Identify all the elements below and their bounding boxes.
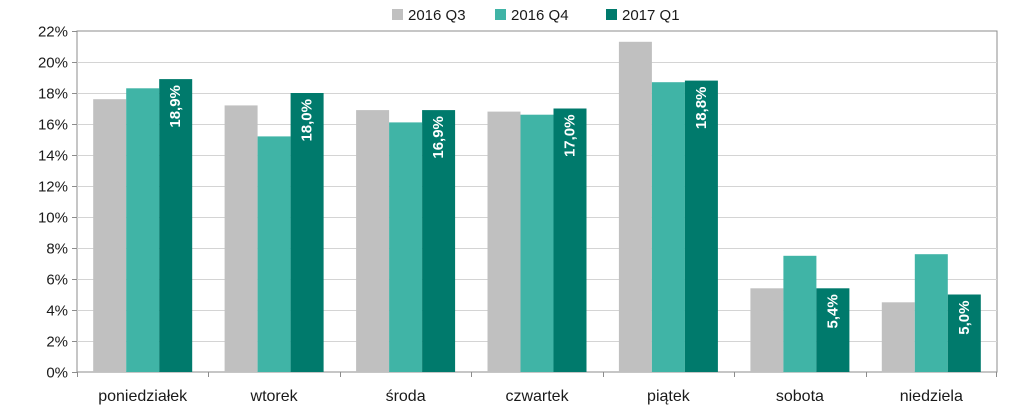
data-labels: 18,9% 18,0% 16,9% 17,0% 18,8% 5,4% 5,0% [167,85,973,335]
legend-swatch [392,9,403,20]
legend-label: 2016 Q3 [408,7,466,24]
y-tick-label: 22% [38,24,68,41]
data-label: 18,8% [693,87,710,130]
legend: 2016 Q3 2016 Q4 2017 Q1 [392,7,680,24]
bar-2016-q3-0 [93,99,127,372]
x-category-label: czwartek [505,388,569,405]
data-label: 16,9% [430,116,447,159]
bar-2016-q3-2 [356,110,390,372]
x-category-label: wtorek [250,388,299,405]
y-tick-label: 8% [46,241,68,258]
y-tick-label: 4% [46,303,68,320]
y-tick-label: 14% [38,148,68,165]
x-category-label: środa [386,388,426,405]
bar-2017-q1-6 [947,294,981,372]
x-category-label: sobota [776,388,824,405]
data-label: 17,0% [562,115,579,158]
y-tick-label: 0% [46,365,68,382]
y-axis-ticks: 0% 2% 4% 6% 8% 10% 12% 14% 16% 18% 20% 22% [38,24,77,382]
bar-2016-q3-6 [881,302,915,373]
bar-2016-q3-4 [618,41,652,373]
y-tick-label: 20% [38,55,68,72]
bar-2016-q4-1 [257,136,291,372]
bar-2016-q4-3 [520,114,554,372]
bar-2016-q4-0 [126,88,160,373]
bar-2016-q4-2 [389,122,423,373]
x-category-label: piątek [647,388,691,405]
bar-2017-q1-0 [159,79,193,372]
y-tick-label: 6% [46,272,68,289]
data-label: 5,0% [956,301,973,335]
x-category-label: poniedziałek [98,388,188,405]
data-label: 18,9% [167,85,184,128]
bar-2016-q4-6 [914,254,948,372]
bar-2016-q4-4 [651,82,685,372]
y-tick-label: 12% [38,179,68,196]
bar-2017-q1-2 [422,110,456,372]
x-category-label: niedziela [900,388,963,405]
bar-2017-q1-1 [290,93,324,372]
bar-2016-q3-5 [750,288,784,372]
data-label: 18,0% [299,99,316,142]
legend-label: 2017 Q1 [622,7,680,24]
bar-2017-q1-5 [816,288,850,372]
bars [93,41,981,373]
legend-label: 2016 Q4 [511,7,569,24]
bar-2017-q1-4 [684,80,718,372]
bar-2017-q1-3 [553,108,587,372]
y-tick-label: 10% [38,210,68,227]
y-tick-label: 18% [38,86,68,103]
bar-2016-q3-1 [224,105,258,373]
data-label: 5,4% [824,294,841,328]
legend-swatch [606,9,617,20]
bar-2016-q3-3 [487,111,521,372]
legend-swatch [495,9,506,20]
x-axis-categories: poniedziałek wtorek środa czwartek piątek sob… [77,372,997,405]
bar-2016-q4-5 [783,255,817,373]
y-tick-label: 16% [38,117,68,134]
y-tick-label: 2% [46,334,68,351]
